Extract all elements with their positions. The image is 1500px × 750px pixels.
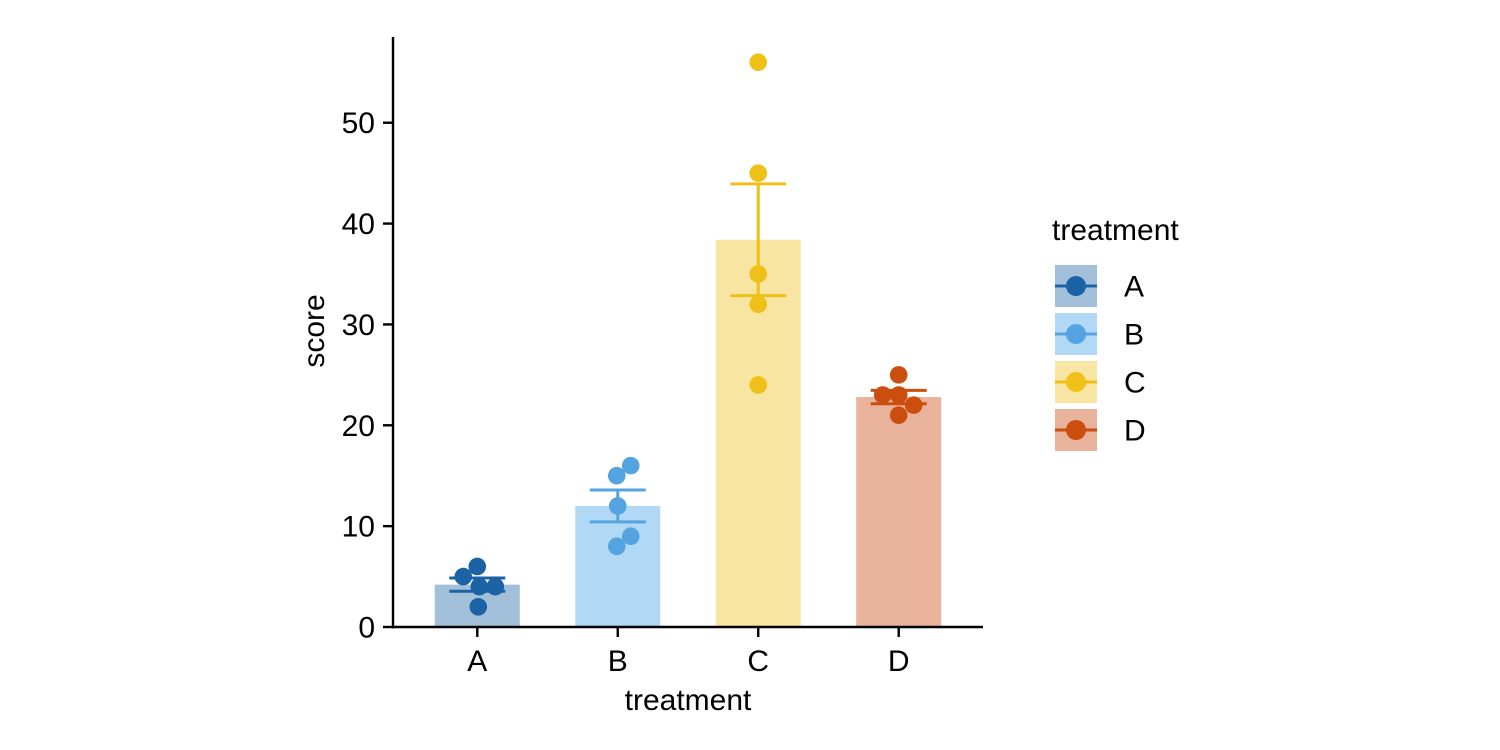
legend-item-D: D: [1055, 409, 1146, 451]
y-tick-label-10: 10: [342, 511, 375, 544]
y-axis-title: score: [298, 294, 331, 367]
y-tick-label-50: 50: [342, 107, 375, 140]
data-point-C-1: [749, 376, 768, 394]
bar-B: [575, 505, 661, 627]
legend-key-point-D: [1066, 420, 1086, 440]
x-tick-label-C: C: [747, 645, 769, 678]
data-point-C-4: [749, 164, 768, 182]
errorbars-layer: [449, 182, 927, 593]
data-point-B-3: [608, 497, 627, 515]
data-point-A-4: [454, 567, 473, 586]
data-point-B-1: [607, 537, 626, 556]
legend-title: treatment: [1052, 214, 1179, 247]
data-point-A-3: [486, 577, 505, 596]
data-point-D-5: [889, 366, 908, 384]
y-tick-label-0: 0: [358, 612, 375, 645]
x-axis-title: treatment: [625, 684, 752, 717]
x-tick-label-B: B: [608, 645, 628, 678]
legend-label-A: A: [1124, 271, 1144, 304]
data-point-A-1: [469, 598, 488, 616]
data-point-A-2: [470, 577, 489, 596]
points-layer: [454, 53, 923, 616]
data-point-A-5: [468, 557, 487, 576]
legend-label-D: D: [1124, 415, 1146, 448]
x-tick-label-D: D: [888, 645, 910, 678]
data-point-C-2: [749, 295, 768, 314]
legend-key-point-C: [1066, 372, 1086, 392]
data-point-C-5: [749, 53, 768, 72]
x-tick-label-A: A: [467, 645, 487, 678]
ticks-layer: 0 10 20 30 40 50 A B C D: [342, 107, 910, 678]
data-point-B-5: [621, 456, 640, 475]
y-tick-label-30: 30: [342, 309, 375, 342]
data-point-B-2: [621, 527, 640, 546]
legend-item-C: C: [1055, 361, 1146, 403]
y-tick-label-40: 40: [342, 208, 375, 241]
legend-label-B: B: [1124, 319, 1144, 352]
legend-item-B: B: [1055, 313, 1144, 355]
data-point-D-4: [889, 386, 908, 404]
legend-key-point-A: [1066, 276, 1086, 296]
legend-label-C: C: [1124, 367, 1146, 400]
data-point-D-2: [904, 396, 923, 414]
bar-D: [856, 397, 942, 627]
data-point-D-1: [889, 406, 908, 425]
y-tick-label-20: 20: [342, 410, 375, 443]
legend-key-point-B: [1066, 324, 1086, 344]
axes-layer: [391, 37, 983, 629]
bars-layer: [434, 239, 942, 627]
data-point-D-3: [873, 386, 892, 404]
data-point-B-4: [607, 466, 626, 485]
legend-item-A: A: [1055, 265, 1144, 307]
data-point-C-3: [749, 265, 768, 283]
